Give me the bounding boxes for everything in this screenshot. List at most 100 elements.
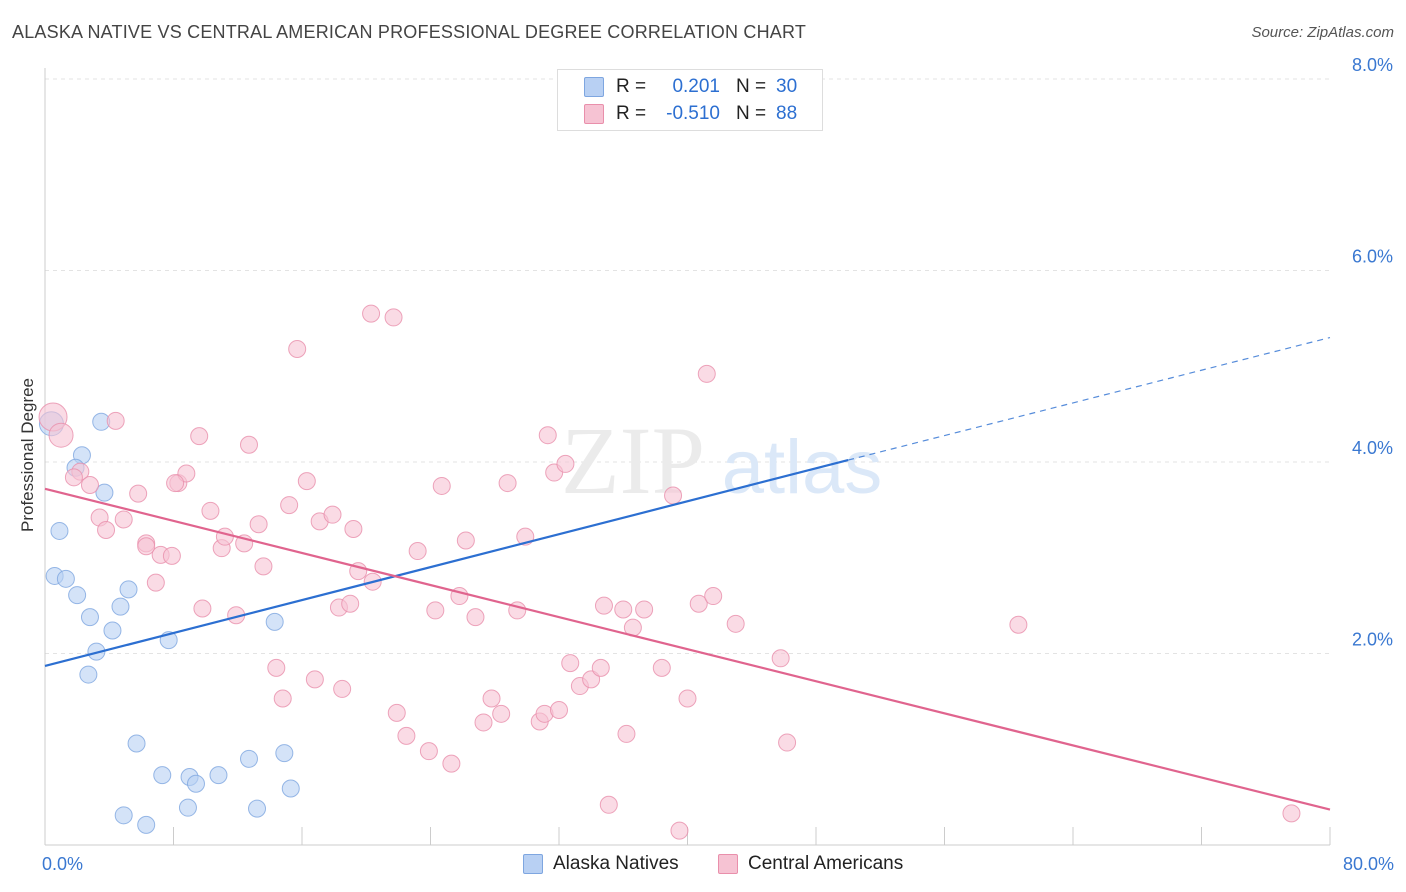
pink-data-point xyxy=(249,515,268,534)
pink-data-point xyxy=(726,614,745,633)
pink-data-point xyxy=(1009,615,1028,634)
pink-data-point xyxy=(614,600,633,619)
legend-row-central-americans: R = -0.510 N = 88 xyxy=(584,103,797,125)
source-label: Source: ZipAtlas.com xyxy=(1251,24,1394,41)
pink-data-point xyxy=(561,654,580,673)
points xyxy=(38,102,1301,840)
pink-data-point xyxy=(664,486,683,505)
pink-data-point xyxy=(267,658,286,677)
pink-data-point xyxy=(594,596,613,615)
blue-data-point xyxy=(80,608,99,627)
pink-data-point xyxy=(129,484,148,503)
pink-data-point xyxy=(333,679,352,698)
pink-data-point xyxy=(288,340,307,359)
pink-trend-line xyxy=(44,487,1331,811)
pink-data-point xyxy=(190,427,209,446)
pink-data-point xyxy=(442,754,461,773)
pink-data-point xyxy=(48,422,74,448)
n-value: 88 xyxy=(776,103,798,124)
blue-data-point xyxy=(281,779,300,798)
n-label: N = xyxy=(736,103,767,124)
pink-data-point xyxy=(582,670,601,689)
blue-data-point xyxy=(209,766,228,785)
pink-data-point xyxy=(652,658,671,677)
pink-data-point xyxy=(114,510,133,529)
pink-data-point xyxy=(106,411,125,430)
pink-data-point xyxy=(419,742,438,761)
pink-data-point xyxy=(215,527,234,546)
blue-data-point xyxy=(79,665,98,684)
pink-swatch xyxy=(584,104,604,124)
pink-data-point xyxy=(80,475,99,494)
pink-data-point xyxy=(137,537,156,556)
pink-data-point xyxy=(466,608,485,627)
pink-data-point xyxy=(617,724,636,743)
blue-data-point xyxy=(103,621,122,640)
watermark-zip: ZIP xyxy=(561,407,705,514)
pink-data-point xyxy=(635,600,654,619)
n-value: 30 xyxy=(776,76,798,97)
blue-data-point xyxy=(186,774,205,793)
pink-data-point xyxy=(341,594,360,613)
grid xyxy=(45,78,1330,654)
blue-data-point xyxy=(275,744,294,763)
blue-data-point xyxy=(239,749,258,768)
blue-data-point xyxy=(56,569,75,588)
legend-label: Alaska Natives xyxy=(553,853,679,874)
pink-data-point xyxy=(689,594,708,613)
blue-data-point xyxy=(95,483,114,502)
pink-data-point xyxy=(591,658,610,677)
blue-data-point xyxy=(248,799,267,818)
x-tick-label: 0.0% xyxy=(42,854,83,874)
pink-data-point xyxy=(239,435,258,454)
pink-data-point xyxy=(1282,804,1301,823)
pink-data-point xyxy=(482,689,501,708)
legend-row-alaska-natives: R = 0.201 N = 30 xyxy=(584,76,797,98)
r-value: 0.201 xyxy=(672,76,720,97)
legend-label: Central Americans xyxy=(748,853,904,874)
axes: 2.0% 4.0% 6.0% 8.0% 0.0% 80.0% xyxy=(42,55,1394,874)
pink-data-point xyxy=(166,474,185,493)
pink-data-point xyxy=(344,520,363,539)
pink-data-point xyxy=(305,670,324,689)
pink-data-point xyxy=(297,472,316,491)
pink-data-point xyxy=(778,733,797,752)
pink-data-point xyxy=(323,505,342,524)
legend-item-central-americans: Central Americans xyxy=(718,852,903,876)
pink-data-point xyxy=(678,689,697,708)
blue-data-point xyxy=(127,734,146,753)
n-label: N = xyxy=(736,76,767,97)
blue-data-point xyxy=(119,580,138,599)
pink-data-point xyxy=(280,496,299,515)
blue-data-point xyxy=(178,798,197,817)
pink-data-point xyxy=(456,531,475,550)
blue-data-point xyxy=(50,521,69,540)
pink-data-point xyxy=(697,364,716,383)
y-tick-label: 4.0% xyxy=(1352,438,1393,458)
blue-data-point xyxy=(111,597,130,616)
blue-data-point xyxy=(68,586,87,605)
r-label: R = xyxy=(616,103,647,124)
y-tick-label: 2.0% xyxy=(1352,630,1393,650)
pink-data-point xyxy=(193,599,212,618)
pink-data-point xyxy=(538,426,557,445)
y-tick-label: 8.0% xyxy=(1352,55,1393,75)
chart-title: ALASKA NATIVE VS CENTRAL AMERICAN PROFES… xyxy=(12,22,807,42)
r-value: -0.510 xyxy=(666,103,720,124)
watermark-atlas: atlas xyxy=(722,425,883,510)
blue-trend-extension xyxy=(847,336,1331,461)
blue-data-point xyxy=(137,815,156,834)
pink-data-point xyxy=(492,704,511,723)
pink-data-point xyxy=(384,308,403,327)
pink-data-point xyxy=(550,700,568,719)
pink-data-point xyxy=(397,726,416,745)
legend-item-alaska-natives: Alaska Natives xyxy=(523,852,679,876)
correlation-legend: R = 0.201 N = 30 R = -0.510 N = 88 xyxy=(557,69,823,131)
pink-data-point xyxy=(474,713,493,732)
blue-trend-line xyxy=(44,459,849,668)
pink-data-point xyxy=(704,587,723,606)
pink-data-point xyxy=(387,703,406,722)
pink-data-point xyxy=(146,573,165,592)
blue-swatch xyxy=(584,77,604,97)
